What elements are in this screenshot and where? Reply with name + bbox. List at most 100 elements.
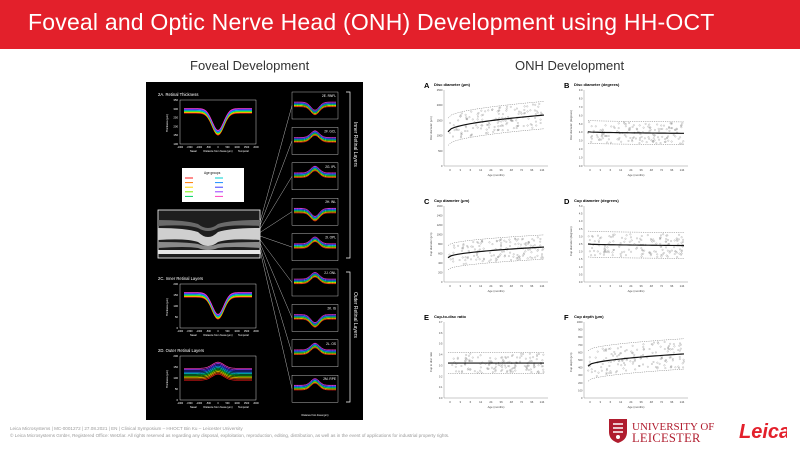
data-point [588,356,591,359]
data-point [464,356,467,359]
panel-2d-age-curve [184,361,252,369]
chart-xtick: 144 [680,168,685,172]
layer-plot-label: 2F. GCL [324,129,336,133]
data-point [525,368,528,371]
data-point [467,250,470,252]
data-point [680,249,683,252]
data-point [534,256,537,259]
data-point [617,127,620,129]
panel-2c-ytick: 0 [176,326,178,330]
layer-connector-lines [259,105,293,389]
data-point [490,366,493,369]
panel-2a-age-curve [184,111,252,135]
data-point [653,139,656,142]
layer-age-curve [294,314,336,323]
data-point [539,238,542,240]
panel-2d-age-curve [184,369,252,377]
chart-ytick: 300 [578,373,583,377]
data-point [656,253,659,256]
data-point [590,125,593,128]
data-point [496,129,499,131]
chart-xtick: 144 [680,400,685,404]
data-point [673,246,675,249]
university-line-1: UNIVERSITY OF [632,421,715,433]
data-point [452,244,455,247]
chart-ytick: 2000 [437,103,443,107]
data-point [507,356,509,359]
inner-retinal-bracket-label: Inner Retinal Layers [352,122,358,167]
chart-letter: A [424,81,430,90]
chart-xtick: 96 [530,400,534,404]
chart-ytick: 200 [578,381,583,385]
panel-2a-age-curve [184,112,252,136]
data-point [672,351,675,354]
leica-logo: Leica [739,421,787,443]
data-point [591,135,593,137]
data-point [652,141,655,143]
layer-age-curve [294,103,336,112]
data-point [616,355,619,358]
data-point [459,115,462,118]
data-point [655,250,657,253]
data-point [504,119,507,122]
data-point [603,247,606,250]
data-point [514,369,517,372]
data-point [659,238,662,241]
data-point [659,142,662,144]
data-point [457,119,460,122]
data-point [464,357,467,360]
chart-ylabel: Cup diameter (μm) [429,233,433,256]
data-point [471,360,473,362]
panel-2d-ytick: 50 [175,387,179,391]
data-point [664,138,667,141]
data-point [613,351,616,353]
data-point [476,371,479,374]
chart-ytick: 0.0 [579,280,583,284]
chart-xtick: 12 [619,168,623,172]
chart-title: Disc diameter (degrees) [574,82,620,87]
data-point [465,116,468,119]
data-point [460,365,463,367]
data-point [623,362,625,364]
data-point [636,348,639,351]
chart-title: Cup diameter (degrees) [574,198,619,203]
lower-limit-line [447,259,545,271]
chart-xtick: 24 [629,284,633,288]
chart-xtick: 96 [670,168,674,172]
layer-age-curve [294,378,336,386]
chart-xtick: 24 [629,400,633,404]
data-point [512,253,515,256]
data-point [464,130,466,132]
footer-line-2: © Leica Microsystems GmbH, Registered Of… [10,433,450,438]
data-point [680,252,683,255]
layer-age-curve [294,167,336,175]
data-point [666,136,669,139]
data-point [529,109,532,112]
layer-plot-label: 2L. OS [326,342,336,346]
data-point [464,359,467,362]
data-point [452,257,454,260]
data-point [495,239,498,242]
chart-xlabel: Age (months) [628,289,645,293]
data-point [508,365,511,368]
data-point [452,251,455,254]
data-point [482,257,485,260]
chart-xtick: 48 [650,168,654,172]
data-point [661,128,664,130]
chart-xtick: 3 [459,168,461,172]
chart-xlabel: Age (months) [628,173,645,177]
data-point [540,255,543,258]
data-point [466,130,469,132]
data-point [528,352,531,355]
data-point [503,250,505,253]
panel-2c-xtick: 1500 [244,330,250,333]
data-point [482,247,485,250]
data-point [601,134,603,137]
data-point [591,247,594,249]
chart-title: Cup diameter (μm) [434,198,470,203]
data-point [520,112,523,115]
data-point [494,357,497,360]
data-point [670,240,672,242]
data-point [631,362,634,365]
data-point [498,254,501,257]
